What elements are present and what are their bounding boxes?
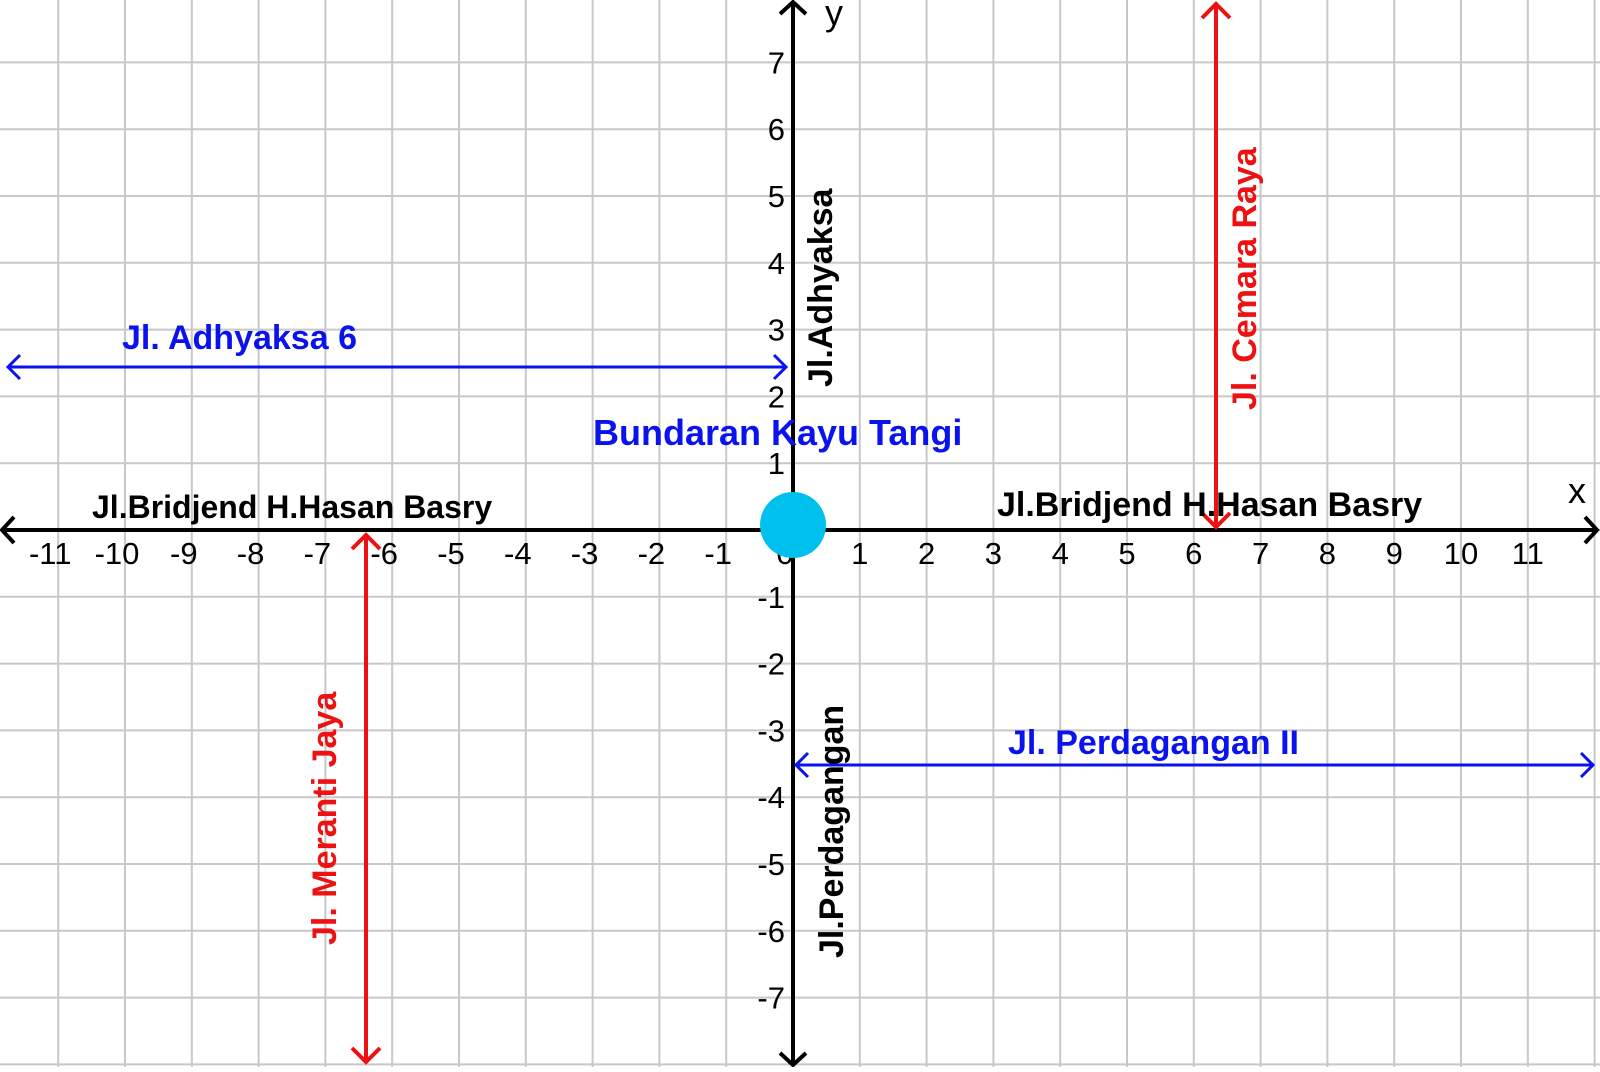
x-tick-label: 4 <box>1052 536 1069 571</box>
x-tick-label: -5 <box>437 536 465 571</box>
x-tick-label: -2 <box>638 536 666 571</box>
road-label-perdagangan: Jl.Perdagangan <box>813 705 851 958</box>
x-tick-label: -4 <box>504 536 532 571</box>
y-tick-label: 2 <box>768 379 785 414</box>
y-tick-label: 3 <box>768 313 785 348</box>
x-tick-label: -11 <box>29 536 72 571</box>
y-tick-label: -1 <box>757 580 785 615</box>
x-tick-label: 10 <box>1444 536 1478 571</box>
x-tick-label: 7 <box>1252 536 1269 571</box>
y-tick-label: -7 <box>757 981 785 1016</box>
x-tick-label: 11 <box>1512 536 1544 571</box>
x-tick-label: 9 <box>1386 536 1403 571</box>
y-tick-label: -6 <box>757 914 785 949</box>
x-tick-label: 6 <box>1185 536 1202 571</box>
x-tick-label: -3 <box>571 536 599 571</box>
x-tick-label: 8 <box>1319 536 1336 571</box>
y-tick-label: 6 <box>768 112 785 147</box>
y-tick-labels: -7 -6 -5 -4 -3 -2 -1 1 2 3 4 5 6 7 <box>757 45 785 1015</box>
x-tick-label: 3 <box>985 536 1002 571</box>
y-tick-label: -5 <box>757 847 785 882</box>
roundabout-label: Bundaran Kayu Tangi <box>593 412 962 453</box>
x-tick-label: 5 <box>1118 536 1135 571</box>
road-label-hasan-basry-right: Jl.Bridjend H.Hasan Basry <box>997 486 1422 524</box>
road-adhyaksa-6 <box>5 353 789 381</box>
road-label-adhyaksa-6: Jl. Adhyaksa 6 <box>122 319 357 357</box>
x-tick-label: 1 <box>851 536 868 571</box>
y-tick-label: 7 <box>768 45 785 80</box>
y-tick-label: -4 <box>757 780 785 815</box>
road-perdagangan-2 <box>793 751 1596 779</box>
road-label-meranti-jaya: Jl. Meranti Jaya <box>306 691 344 945</box>
roundabout-marker <box>760 492 826 558</box>
x-axis-label: x <box>1568 470 1586 511</box>
x-tick-label: -9 <box>170 536 198 571</box>
road-label-perdagangan-2: Jl. Perdagangan II <box>1008 724 1299 762</box>
y-tick-label: 5 <box>768 179 785 214</box>
y-axis-label: y <box>825 0 843 33</box>
road-label-hasan-basry-left: Jl.Bridjend H.Hasan Basry <box>92 489 492 525</box>
x-tick-label: -7 <box>304 536 332 571</box>
y-tick-label: -3 <box>757 713 785 748</box>
road-meranti-jaya <box>350 532 382 1065</box>
x-tick-label: -10 <box>95 536 140 571</box>
road-label-cemara-raya: Jl. Cemara Raya <box>1226 146 1264 410</box>
y-tick-label: 4 <box>768 246 785 281</box>
y-tick-label: -2 <box>757 647 785 682</box>
x-tick-label: -8 <box>237 536 265 571</box>
road-cemara-raya <box>1200 1 1232 530</box>
x-tick-label: -1 <box>704 536 732 571</box>
y-tick-label: 1 <box>768 446 785 481</box>
road-label-adhyaksa: Jl.Adhyaksa <box>802 187 840 387</box>
x-tick-label: 2 <box>918 536 935 571</box>
x-tick-labels: -11-10-9-8-7-6-5-4-3-2-101234567891011 <box>29 536 1544 571</box>
